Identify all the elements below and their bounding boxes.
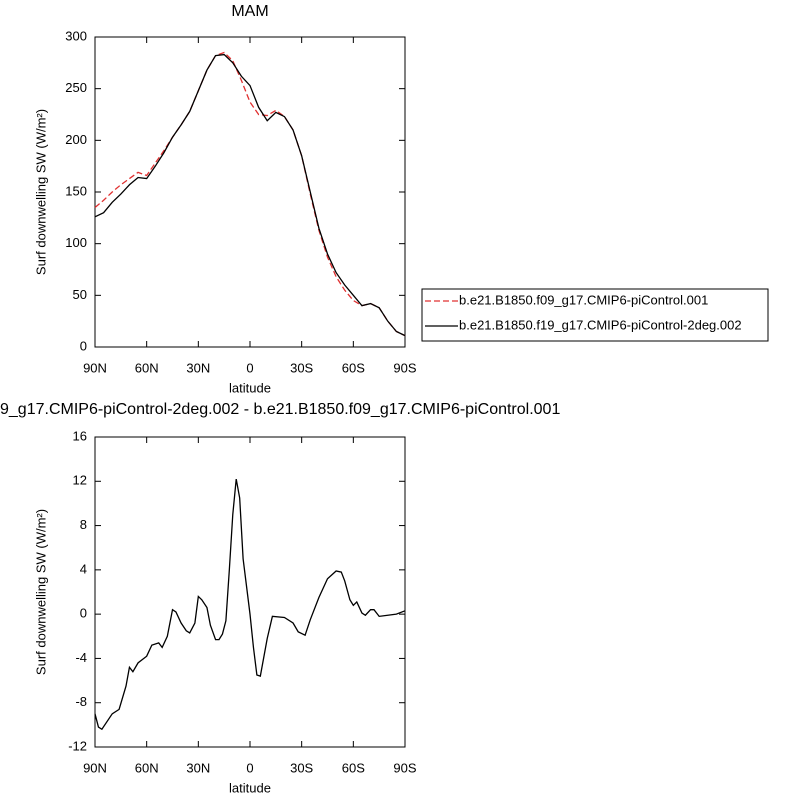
y-tick-label: -8 xyxy=(75,694,87,709)
x-tick-label: 30N xyxy=(186,360,210,375)
y-tick-label: 50 xyxy=(73,287,87,302)
x-tick-label: 30S xyxy=(290,360,313,375)
plot-frame xyxy=(94,436,406,748)
legend-box xyxy=(421,288,769,342)
y-tick-label: 0 xyxy=(80,338,87,353)
x-tick-label: 30S xyxy=(290,760,313,775)
x-tick-label: 60S xyxy=(342,360,365,375)
x-tick-label: 90N xyxy=(83,760,107,775)
x-tick-label: 90N xyxy=(83,360,107,375)
y-axis-label: Surf downwelling SW (W/m²) xyxy=(33,509,48,675)
y-tick-label: 8 xyxy=(80,517,87,532)
x-tick-label: 60N xyxy=(135,360,159,375)
y-axis-label: Surf downwelling SW (W/m²) xyxy=(33,109,48,275)
y-tick-label: 0 xyxy=(80,606,87,621)
x-axis-label: latitude xyxy=(229,380,271,395)
y-tick-label: -4 xyxy=(75,650,87,665)
data-line xyxy=(94,51,406,337)
y-tick-label: 16 xyxy=(73,428,87,443)
y-tick-label: 300 xyxy=(65,28,87,43)
y-tick-label: -12 xyxy=(68,738,87,753)
data-line xyxy=(94,478,406,731)
x-tick-label: 90S xyxy=(393,760,416,775)
x-tick-label: 60S xyxy=(342,760,365,775)
y-tick-label: 250 xyxy=(65,80,87,95)
y-tick-label: 4 xyxy=(80,561,87,576)
x-tick-label: 0 xyxy=(246,360,253,375)
x-tick-label: 30N xyxy=(186,760,210,775)
x-tick-label: 0 xyxy=(246,760,253,775)
x-tick-label: 60N xyxy=(135,760,159,775)
chart-title: 9_g17.CMIP6-piControl-2deg.002 - b.e21.B… xyxy=(0,401,560,418)
legend-label: b.e21.B1850.f09_g17.CMIP6-piControl.001 xyxy=(459,292,708,307)
x-tick-label: 90S xyxy=(393,360,416,375)
y-tick-label: 100 xyxy=(65,235,87,250)
y-tick-label: 150 xyxy=(65,183,87,198)
plot-frame xyxy=(94,36,406,348)
chart-title: MAM xyxy=(231,3,268,20)
y-tick-label: 200 xyxy=(65,132,87,147)
data-line xyxy=(94,53,406,337)
legend-label: b.e21.B1850.f19_g17.CMIP6-piControl-2deg… xyxy=(459,317,742,332)
x-axis-label: latitude xyxy=(229,780,271,795)
y-tick-label: 12 xyxy=(73,473,87,488)
